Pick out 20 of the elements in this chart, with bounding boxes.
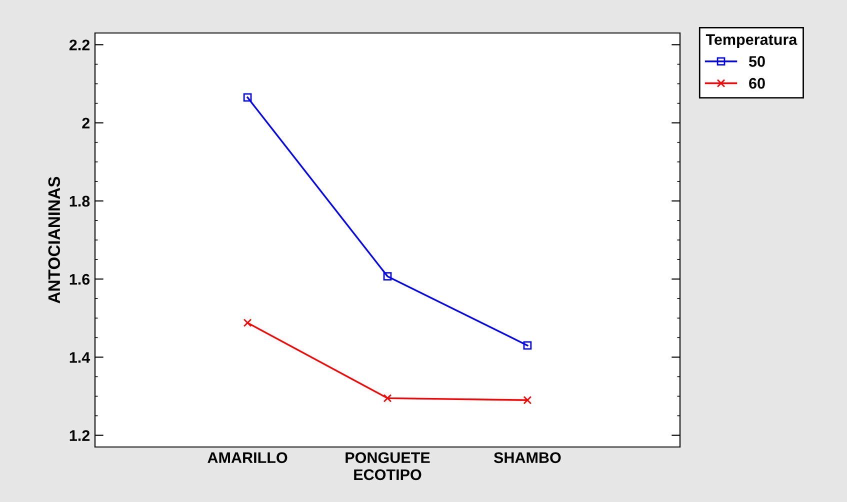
point bbox=[383, 272, 392, 280]
point bbox=[523, 341, 532, 350]
point bbox=[383, 394, 392, 402]
point bbox=[243, 93, 252, 102]
y-tick-label: 1.6 bbox=[70, 274, 90, 285]
point bbox=[523, 396, 532, 404]
point bbox=[243, 318, 252, 327]
y-tick-label: 1.2 bbox=[70, 430, 90, 441]
legend-label: 60 bbox=[749, 78, 765, 89]
y-axis-title: ANTOCIANINAS bbox=[48, 176, 60, 304]
legend-label: 50 bbox=[749, 56, 765, 67]
x-tick-label: PONGUETE bbox=[346, 452, 430, 464]
y-tick-label: 1.4 bbox=[70, 352, 90, 363]
legend-title: Temperatura bbox=[706, 34, 798, 48]
y-tick-label: 1.8 bbox=[70, 196, 90, 207]
y-tick-label: 2 bbox=[82, 118, 90, 128]
y-tick-label: 2.2 bbox=[69, 40, 90, 50]
x-axis-title: ECOTIPO bbox=[354, 469, 422, 480]
x-tick-label: AMARILLO bbox=[208, 452, 288, 464]
x-tick-label: SHAMBO bbox=[494, 452, 561, 464]
